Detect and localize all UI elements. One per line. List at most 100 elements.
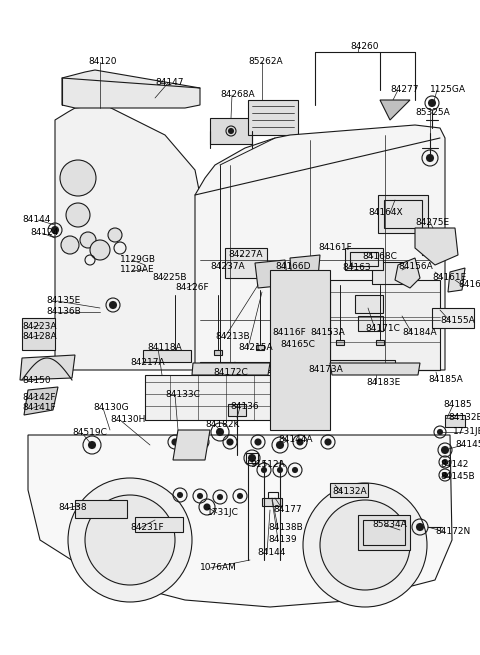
Text: 84128A: 84128A bbox=[22, 332, 57, 341]
Polygon shape bbox=[448, 268, 465, 292]
Circle shape bbox=[88, 441, 96, 449]
Circle shape bbox=[277, 467, 283, 473]
Bar bbox=[75, 500, 127, 518]
Polygon shape bbox=[22, 318, 55, 350]
Text: 91512A: 91512A bbox=[250, 460, 285, 469]
Text: 84136B: 84136B bbox=[46, 307, 81, 316]
Polygon shape bbox=[255, 260, 288, 288]
Polygon shape bbox=[290, 255, 320, 282]
Circle shape bbox=[320, 500, 410, 590]
Text: 84147: 84147 bbox=[155, 78, 183, 87]
Text: 84223A: 84223A bbox=[22, 322, 57, 331]
Polygon shape bbox=[330, 280, 440, 370]
Bar bbox=[376, 340, 384, 345]
Text: 84139: 84139 bbox=[268, 535, 297, 544]
Polygon shape bbox=[195, 125, 445, 370]
Text: 84164X: 84164X bbox=[368, 208, 403, 217]
Bar bbox=[358, 316, 383, 331]
Text: 85262A: 85262A bbox=[248, 57, 283, 66]
Text: 84138B: 84138B bbox=[268, 523, 303, 532]
Text: 84135E: 84135E bbox=[46, 296, 80, 305]
Polygon shape bbox=[145, 375, 280, 420]
Circle shape bbox=[177, 492, 183, 498]
Polygon shape bbox=[395, 258, 420, 288]
Bar bbox=[432, 308, 474, 328]
Text: 84130H: 84130H bbox=[110, 415, 145, 424]
Bar bbox=[296, 340, 304, 345]
Bar bbox=[355, 295, 383, 313]
Text: 84161E: 84161E bbox=[432, 273, 466, 282]
Text: 84217A: 84217A bbox=[130, 358, 165, 367]
Bar bbox=[214, 350, 222, 355]
Text: 84185: 84185 bbox=[443, 400, 472, 409]
Polygon shape bbox=[415, 228, 458, 265]
Text: 84182K: 84182K bbox=[205, 420, 240, 429]
Bar bbox=[210, 118, 252, 144]
Circle shape bbox=[261, 467, 267, 473]
Circle shape bbox=[416, 523, 424, 531]
Circle shape bbox=[248, 454, 256, 462]
Circle shape bbox=[237, 493, 243, 499]
Circle shape bbox=[426, 154, 434, 162]
Circle shape bbox=[108, 228, 122, 242]
Text: 84172N: 84172N bbox=[435, 527, 470, 536]
Circle shape bbox=[60, 160, 96, 196]
Bar bbox=[378, 195, 428, 233]
Text: 84153A: 84153A bbox=[310, 328, 345, 337]
Text: 84173A: 84173A bbox=[308, 365, 343, 374]
Text: 84132A: 84132A bbox=[332, 487, 367, 496]
Text: 1129GB: 1129GB bbox=[120, 255, 156, 264]
Circle shape bbox=[51, 226, 59, 234]
Text: 84165C: 84165C bbox=[280, 340, 315, 349]
Bar bbox=[372, 262, 407, 284]
Text: 84225B: 84225B bbox=[152, 273, 187, 282]
Polygon shape bbox=[173, 430, 210, 460]
Circle shape bbox=[61, 236, 79, 254]
Text: 84215A: 84215A bbox=[238, 343, 273, 352]
Text: 84177: 84177 bbox=[273, 505, 301, 514]
Text: 84142F: 84142F bbox=[22, 393, 56, 402]
Bar bbox=[330, 483, 368, 497]
Text: 1076AM: 1076AM bbox=[200, 563, 237, 572]
Circle shape bbox=[197, 493, 203, 499]
Circle shape bbox=[442, 459, 448, 465]
Bar bbox=[246, 453, 258, 463]
Text: 84118A: 84118A bbox=[147, 343, 182, 352]
Circle shape bbox=[228, 128, 234, 134]
Bar bbox=[228, 404, 246, 416]
Bar bbox=[200, 362, 285, 372]
Text: 84168C: 84168C bbox=[362, 252, 397, 261]
Text: 84260: 84260 bbox=[350, 42, 379, 51]
Text: 84130G: 84130G bbox=[93, 403, 129, 412]
Circle shape bbox=[428, 99, 436, 107]
Bar bbox=[268, 492, 278, 498]
Bar bbox=[422, 235, 447, 255]
Circle shape bbox=[80, 232, 96, 248]
Text: 84126F: 84126F bbox=[175, 283, 209, 292]
Text: 1125GA: 1125GA bbox=[430, 85, 466, 94]
Text: 84116F: 84116F bbox=[272, 328, 306, 337]
Text: 85325A: 85325A bbox=[415, 108, 450, 117]
Text: 84163: 84163 bbox=[342, 263, 371, 272]
Bar bbox=[262, 498, 282, 506]
Bar bbox=[171, 350, 179, 355]
Text: 84142: 84142 bbox=[440, 460, 468, 469]
Bar bbox=[358, 515, 410, 550]
Bar bbox=[445, 415, 465, 427]
Text: 1731JE: 1731JE bbox=[453, 427, 480, 436]
Text: 84213B: 84213B bbox=[215, 332, 250, 341]
Text: 84145F: 84145F bbox=[455, 440, 480, 449]
Bar bbox=[350, 252, 378, 266]
Circle shape bbox=[149, 92, 155, 98]
Text: 84166D: 84166D bbox=[275, 262, 311, 271]
Text: 84185A: 84185A bbox=[428, 375, 463, 384]
Circle shape bbox=[85, 495, 175, 585]
Circle shape bbox=[68, 478, 192, 602]
Text: 84275E: 84275E bbox=[415, 218, 449, 227]
Text: 84155A: 84155A bbox=[440, 316, 475, 325]
Circle shape bbox=[324, 438, 332, 445]
Circle shape bbox=[276, 441, 284, 449]
Text: 84144: 84144 bbox=[22, 215, 50, 224]
Text: 84183E: 84183E bbox=[366, 378, 400, 387]
Circle shape bbox=[171, 438, 179, 445]
